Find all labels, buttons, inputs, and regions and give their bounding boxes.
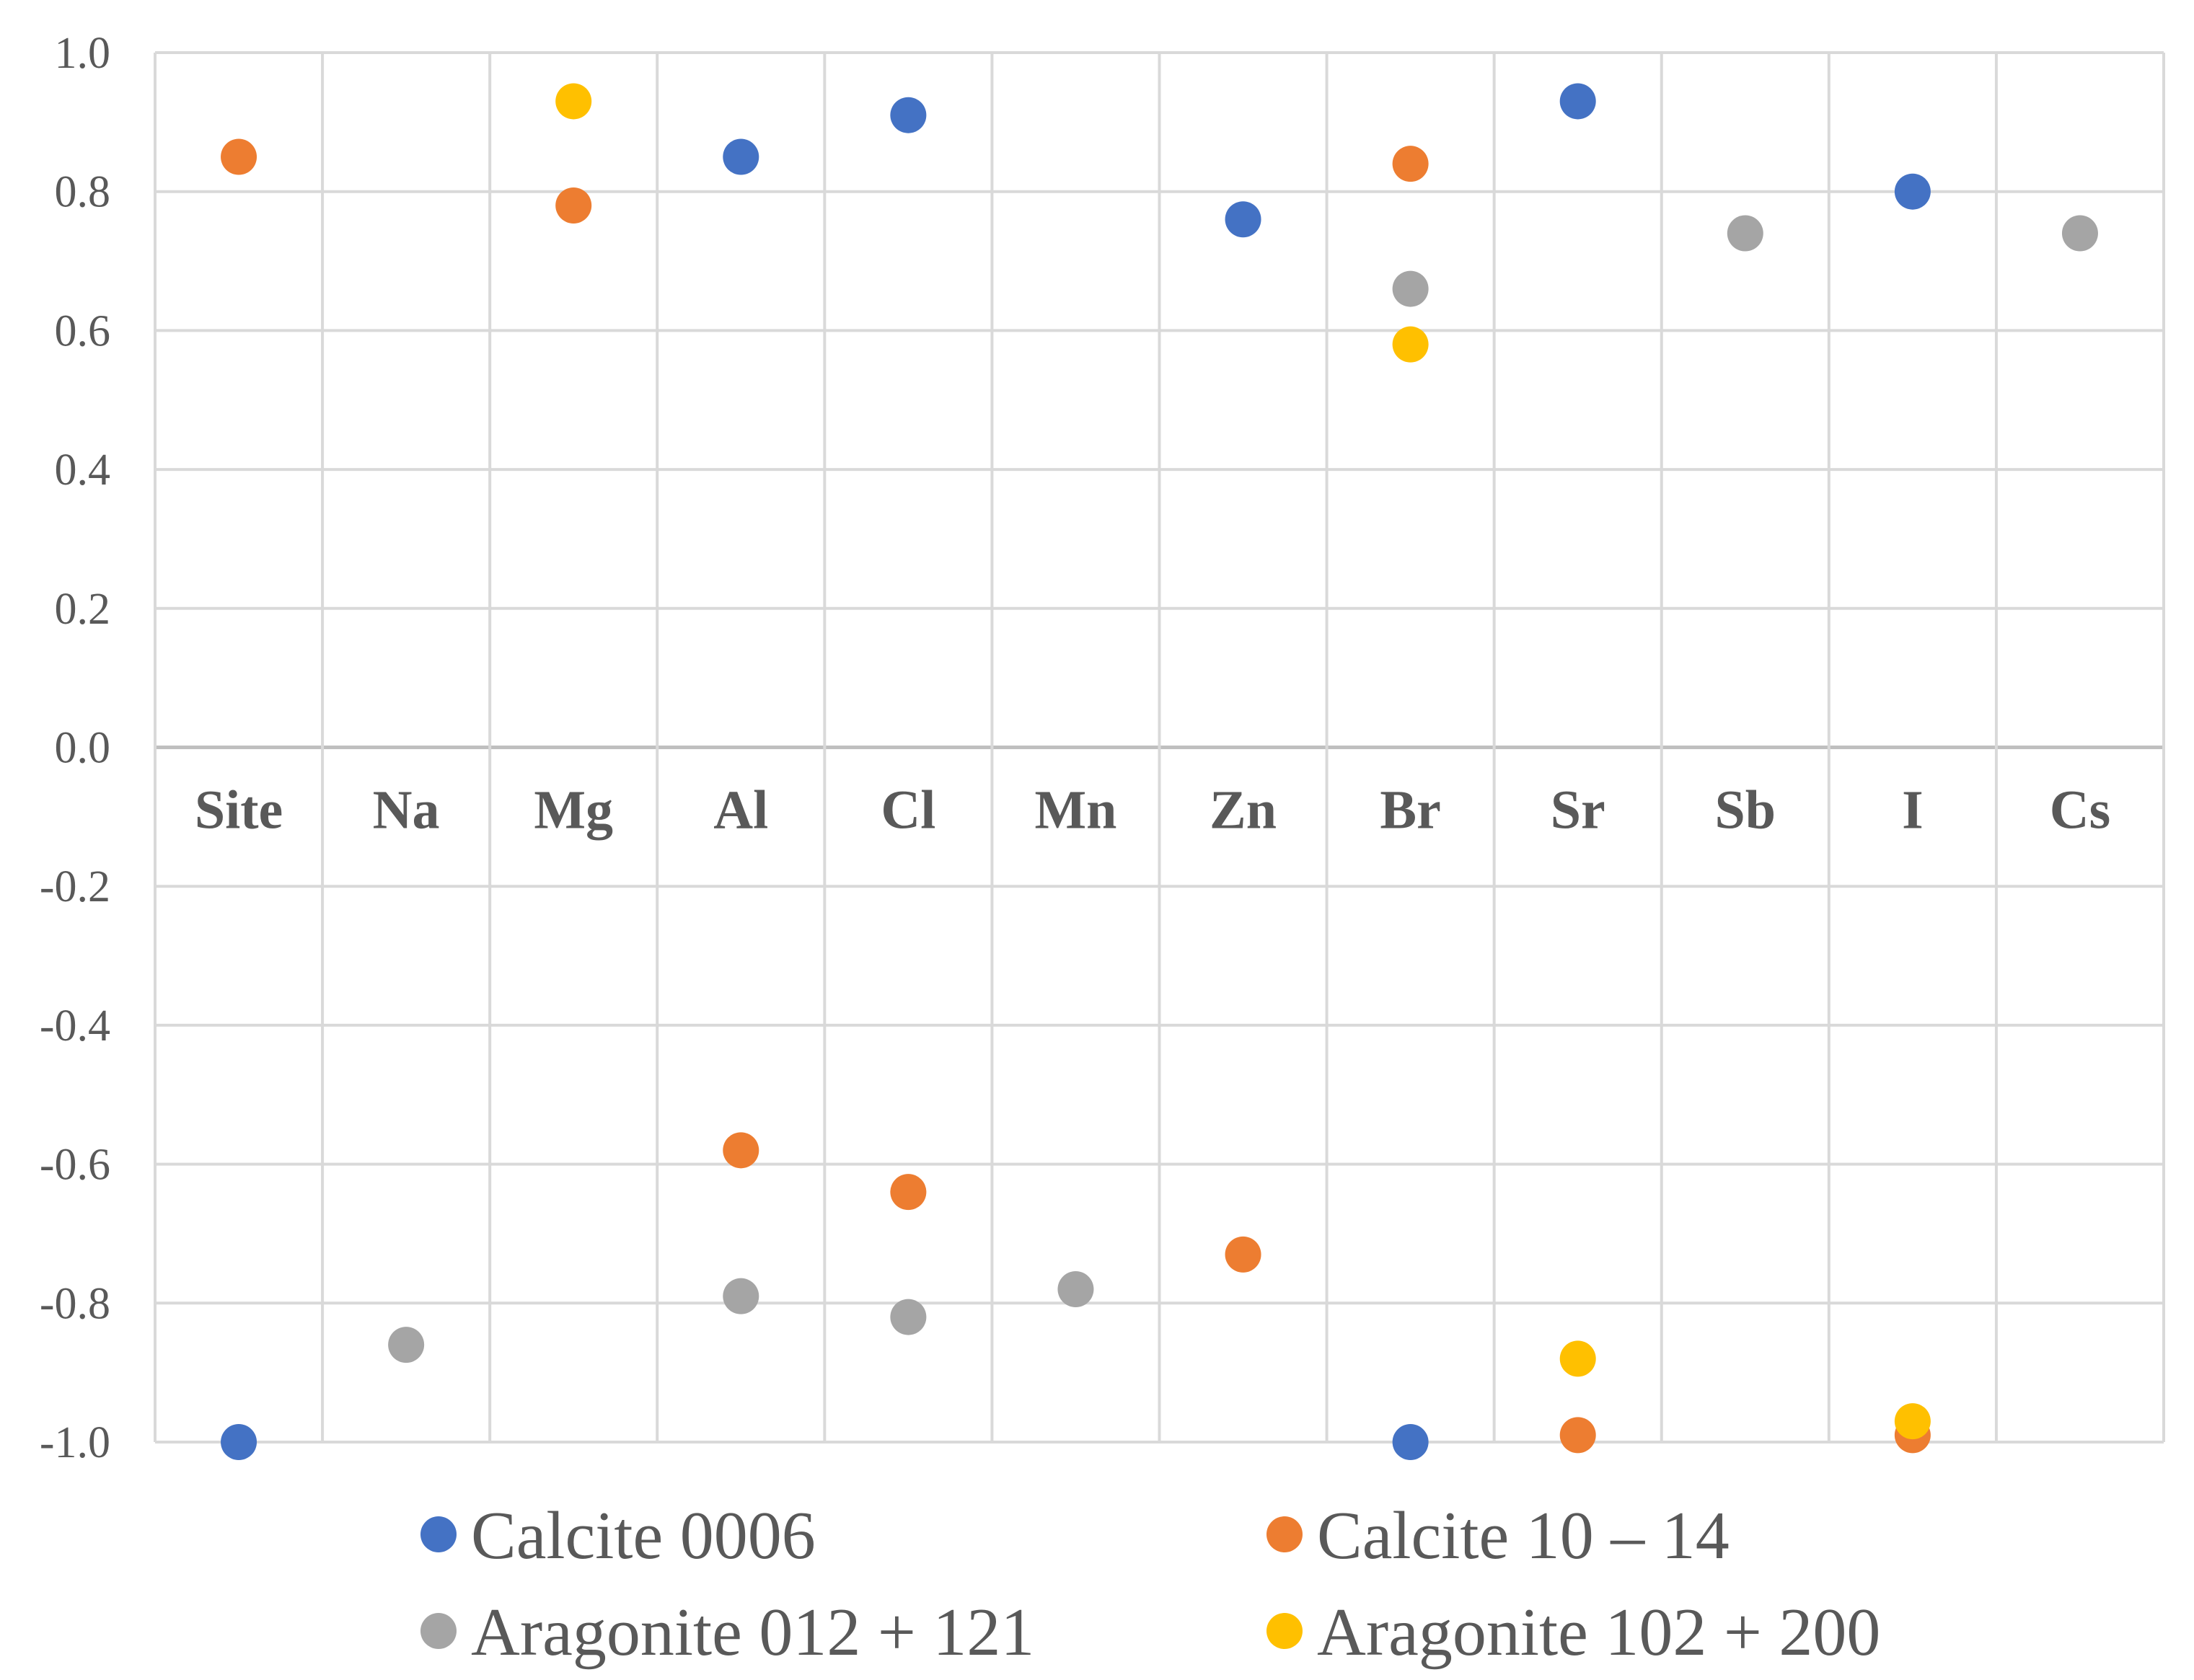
y-tick-label: 0.4 [55,446,111,495]
category-label: Mn [1034,780,1116,841]
y-axis-tick-labels: 1.0 0.8 0.6 0.4 0.2 0.0 -0.2 -0.4 -0.6 -0.8 -1.0 [40,29,110,1467]
data-point [1057,1271,1094,1308]
category-label: I [1902,780,1924,841]
data-point [1225,201,1261,238]
data-point [1894,173,1931,210]
data-point [1894,1403,1931,1440]
category-label: Zn [1210,780,1277,841]
category-label: Br [1380,780,1440,841]
category-label: Na [373,780,440,841]
y-tick-label: -0.4 [40,1002,110,1051]
data-point [2061,215,2098,252]
data-point [388,1327,425,1363]
category-labels: Site Na Mg Al Cl Mn Zn Br Sr Sb I Cs [195,780,2110,841]
grid [154,51,2165,1444]
legend-marker [420,1613,457,1649]
legend-marker [1266,1516,1303,1552]
y-tick-label: 1.0 [55,29,111,78]
y-tick-label: -0.6 [40,1141,110,1190]
legend-marker [1266,1613,1303,1649]
y-tick-label: -0.2 [40,862,110,911]
data-point [890,97,927,133]
data-point [723,138,759,175]
legend-label: Aragonite 102 + 200 [1317,1595,1880,1670]
data-point [1392,326,1429,363]
y-tick-label: 0.6 [55,306,111,355]
data-point [1559,83,1596,120]
data-point [555,187,592,224]
data-point [890,1174,927,1211]
data-point [221,138,257,175]
legend: Calcite 0006 Calcite 10 – 14 Aragonite 012… [420,1498,1880,1670]
legend-label: Aragonite 012 + 121 [471,1595,1034,1670]
category-label: Sr [1551,780,1605,841]
y-tick-label: 0.0 [55,724,111,773]
data-point [555,83,592,120]
y-tick-label: -0.8 [40,1279,110,1328]
y-tick-label: 0.8 [55,168,111,217]
data-point [1392,1424,1429,1460]
legend-label: Calcite 0006 [471,1498,816,1573]
legend-label: Calcite 10 – 14 [1317,1498,1730,1573]
category-label: Cs [2050,780,2110,841]
data-points [221,83,2098,1460]
category-label: Cl [881,780,935,841]
data-point [723,1278,759,1314]
data-point [1392,146,1429,182]
data-point [890,1299,927,1335]
data-point [1392,270,1429,307]
data-point [1727,215,1763,252]
category-label: Site [195,780,283,841]
data-point [221,1424,257,1460]
data-point [1225,1236,1261,1273]
data-point [723,1132,759,1169]
data-point [1559,1417,1596,1454]
category-label: Sb [1715,780,1776,841]
category-label: Mg [534,780,613,841]
y-tick-label: 0.2 [55,585,111,634]
data-point [1559,1340,1596,1377]
category-label: Al [713,780,768,841]
legend-marker [420,1516,457,1552]
y-tick-label: -1.0 [40,1418,110,1467]
